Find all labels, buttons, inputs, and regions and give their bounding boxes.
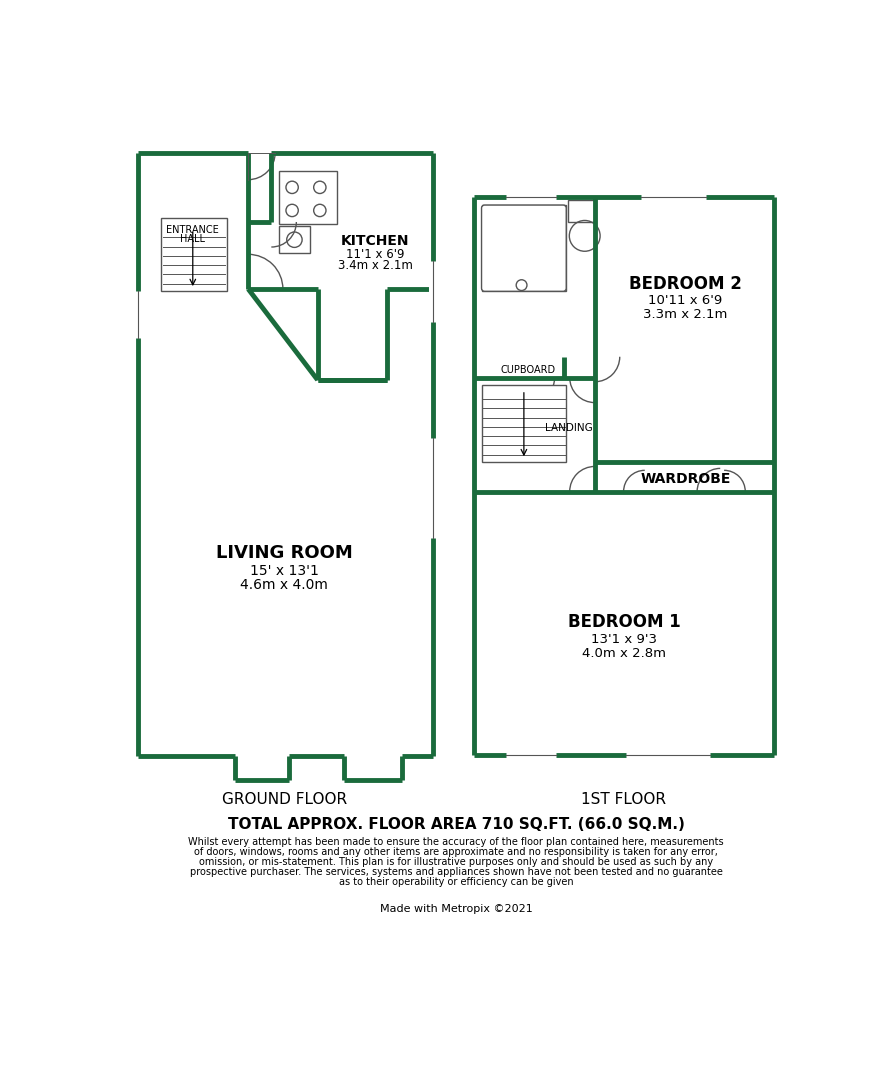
Text: 13'1 x 9'3: 13'1 x 9'3 [591, 633, 657, 646]
Text: Made with Metropix ©2021: Made with Metropix ©2021 [380, 904, 532, 914]
Text: prospective purchaser. The services, systems and appliances shown have not been : prospective purchaser. The services, sys… [190, 867, 723, 877]
Bar [161, 218, 227, 292]
Text: of doors, windows, rooms and any other items are approximate and no responsibili: of doors, windows, rooms and any other i… [194, 847, 718, 856]
Bar [481, 386, 566, 462]
FancyBboxPatch shape [481, 205, 566, 292]
Text: omission, or mis-statement. This plan is for illustrative purposes only and shou: omission, or mis-statement. This plan is… [199, 856, 713, 867]
Text: BEDROOM 2: BEDROOM 2 [629, 274, 742, 293]
Text: KITCHEN: KITCHEN [341, 234, 409, 248]
Text: as to their operability or efficiency can be given: as to their operability or efficiency ca… [339, 877, 573, 887]
Text: 15' x 13'1: 15' x 13'1 [250, 564, 319, 578]
Bar [481, 205, 566, 292]
Text: TOTAL APPROX. FLOOR AREA 710 SQ.FT. (66.0 SQ.M.): TOTAL APPROX. FLOOR AREA 710 SQ.FT. (66.… [228, 816, 684, 832]
Text: 11'1 x 6'9: 11'1 x 6'9 [346, 247, 405, 261]
Bar [568, 201, 595, 222]
Text: GROUND FLOOR: GROUND FLOOR [222, 792, 347, 807]
Text: 10'11 x 6'9: 10'11 x 6'9 [649, 294, 723, 307]
Bar [279, 226, 310, 253]
Text: LIVING ROOM: LIVING ROOM [216, 544, 352, 562]
Text: CUPBOARD: CUPBOARD [501, 365, 556, 375]
Text: 4.6m x 4.0m: 4.6m x 4.0m [240, 578, 328, 592]
Text: 1ST FLOOR: 1ST FLOOR [581, 792, 667, 807]
Text: ENTRANCE: ENTRANCE [166, 225, 219, 234]
Text: 3.4m x 2.1m: 3.4m x 2.1m [338, 258, 413, 271]
Text: WARDROBE: WARDROBE [641, 472, 731, 486]
Text: Whilst every attempt has been made to ensure the accuracy of the floor plan cont: Whilst every attempt has been made to en… [189, 837, 724, 847]
Text: HALL: HALL [181, 234, 206, 244]
Bar [279, 171, 336, 224]
Text: 3.3m x 2.1m: 3.3m x 2.1m [643, 308, 728, 321]
Text: BEDROOM 1: BEDROOM 1 [568, 613, 680, 632]
Text: 4.0m x 2.8m: 4.0m x 2.8m [582, 647, 666, 660]
Text: LANDING: LANDING [545, 422, 593, 433]
